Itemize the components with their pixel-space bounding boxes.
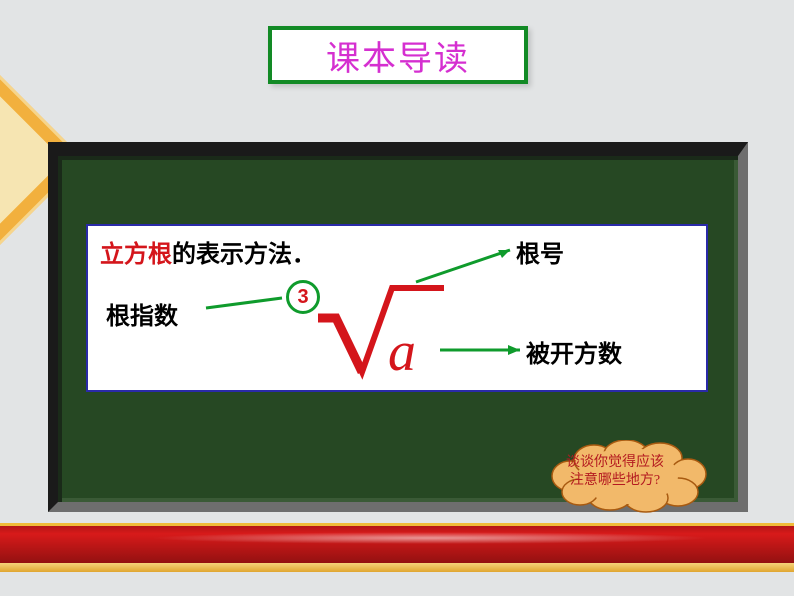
radical-sign-label: 根号 <box>516 234 564 269</box>
index-value: 3 <box>297 286 308 309</box>
definition-text: 立方根的表示方法． <box>100 234 316 269</box>
red-bar-highlight <box>150 532 710 544</box>
definition-suffix: 的表示方法． <box>172 242 316 268</box>
cloud-text: 谈谈你觉得应该 注意哪些地方? <box>566 454 664 490</box>
content-panel: 立方根的表示方法． 根指数 根号 被开方数 3 a <box>86 224 708 392</box>
radicand-label: 被开方数 <box>526 334 622 369</box>
cloud-line1: 谈谈你觉得应该 <box>566 455 664 470</box>
title-box: 课本导读 <box>268 26 528 84</box>
gold-bottom-bar <box>0 563 794 572</box>
root-index-label: 根指数 <box>106 296 178 331</box>
title-text: 课本导读 <box>326 31 470 80</box>
variable-a: a <box>388 320 416 384</box>
cloud-line2: 注意哪些地方? <box>570 473 660 488</box>
red-bottom-bar <box>0 523 794 565</box>
cubic-root-term: 立方根 <box>100 242 172 268</box>
thought-cloud: 谈谈你觉得应该 注意哪些地方? <box>540 440 720 510</box>
index-circle: 3 <box>286 280 320 314</box>
